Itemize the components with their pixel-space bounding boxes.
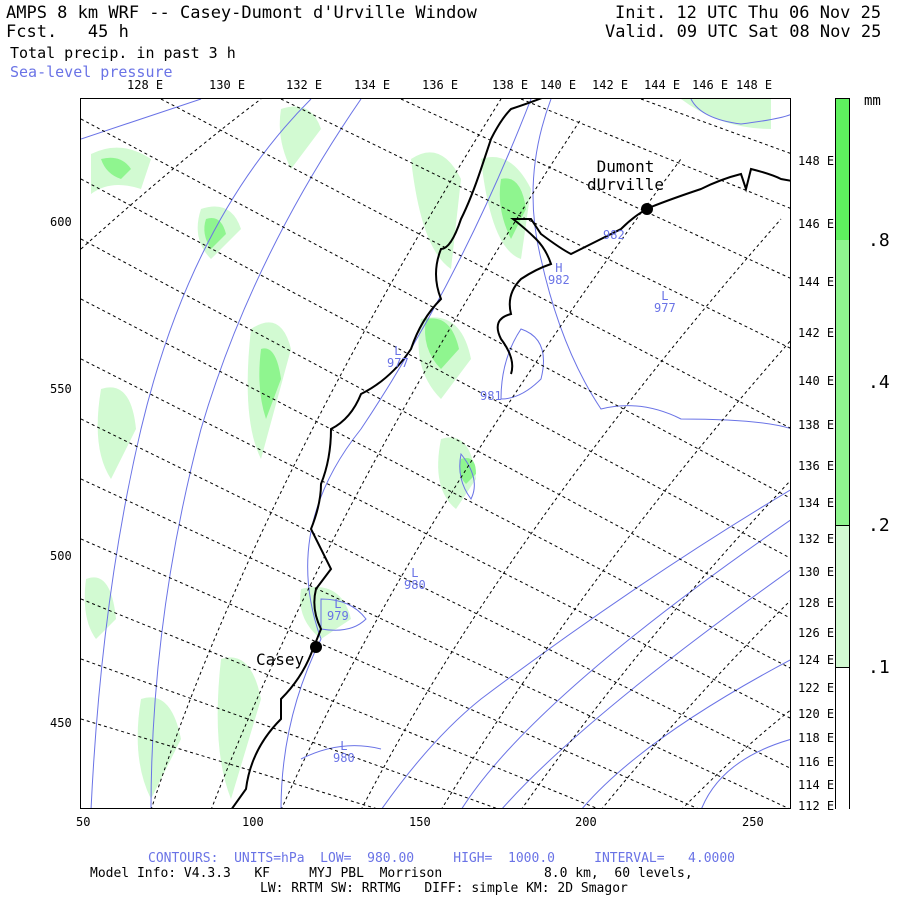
pressure-value: 982	[548, 273, 570, 287]
map-svg	[81, 99, 790, 808]
colorbar-seg-2	[836, 383, 849, 525]
pressure-value: 980	[404, 578, 426, 592]
bottom-tick-label: 100	[242, 815, 264, 829]
precip-light	[84, 99, 771, 799]
colorbar-label-0: .8	[868, 230, 890, 251]
right-tick-label: 130 E	[798, 565, 835, 579]
footer-contours: CONTOURS: UNITS=hPa LOW= 980.00 HIGH= 10…	[148, 851, 735, 866]
pressure-value: 980	[333, 751, 355, 765]
pressure-value: 982	[603, 228, 625, 242]
colorbar-label-2: .2	[868, 515, 890, 536]
left-tick-label: 500	[50, 549, 72, 563]
pressure-label: L 979	[327, 598, 349, 622]
place-label-dumont-durville: Dumont dUrville	[587, 157, 665, 194]
top-tick-label: 146 E	[692, 78, 729, 92]
pressure-label: H 982	[548, 262, 570, 286]
top-tick-label: 134 E	[354, 78, 391, 92]
pressure-value: 977	[654, 301, 676, 315]
top-tick-label: 144 E	[644, 78, 681, 92]
pressure-center-type: L	[411, 566, 419, 580]
pressure-label: L 977	[654, 290, 676, 314]
colorbar-seg-1	[836, 240, 849, 383]
slp-contours	[81, 99, 790, 808]
top-tick-label: 140 E	[540, 78, 577, 92]
colorbar-label-3: .1	[868, 657, 890, 678]
pressure-label: 982	[603, 229, 625, 241]
top-tick-label: 132 E	[286, 78, 323, 92]
coastline-east	[496, 167, 790, 375]
colorbar	[835, 98, 850, 811]
pressure-center-type: L	[340, 739, 348, 753]
right-tick-label: 124 E	[798, 653, 835, 667]
footer-physics: LW: RRTM SW: RRTMG DIFF: simple KM: 2D S…	[260, 881, 628, 896]
top-tick-label: 130 E	[209, 78, 246, 92]
field-slp-label: Sea-level pressure	[10, 63, 173, 81]
pressure-value: 979	[327, 609, 349, 623]
right-tick-label: 138 E	[798, 418, 835, 432]
bottom-tick-label: 200	[575, 815, 597, 829]
left-tick-label: 600	[50, 215, 72, 229]
pressure-center-type: L	[661, 289, 669, 303]
right-tick-label: 144 E	[798, 275, 835, 289]
dumont-durville-marker[interactable]	[641, 203, 653, 215]
field-precip-label: Total precip. in past 3 h	[10, 44, 236, 62]
footer-model: Model Info: V4.3.3 KF MYJ PBL Morrison 8…	[90, 866, 693, 881]
right-tick-label: 132 E	[798, 532, 835, 546]
colorbar-seg-3	[836, 525, 849, 668]
right-tick-label: 140 E	[798, 374, 835, 388]
right-tick-label: 134 E	[798, 496, 835, 510]
left-tick-label: 550	[50, 382, 72, 396]
latlon-grid	[81, 99, 790, 808]
init-time: Init. 12 UTC Thu 06 Nov 25	[615, 3, 882, 23]
left-tick-label: 450	[50, 716, 72, 730]
right-tick-label: 146 E	[798, 217, 835, 231]
right-tick-label: 126 E	[798, 626, 835, 640]
pressure-center-type: H	[555, 261, 563, 275]
bottom-tick-label: 250	[742, 815, 764, 829]
right-tick-label: 128 E	[798, 596, 835, 610]
right-tick-label: 122 E	[798, 681, 835, 695]
right-tick-label: 136 E	[798, 459, 835, 473]
forecast-hour: Fcst. 45 h	[6, 22, 129, 42]
pressure-label: L 977	[387, 345, 409, 369]
right-tick-label: 112 E	[798, 799, 835, 813]
casey-marker[interactable]	[310, 641, 322, 653]
pressure-label: L 980	[404, 567, 426, 591]
bottom-tick-label: 150	[409, 815, 431, 829]
pressure-label: L 980	[333, 740, 355, 764]
map-panel[interactable]	[80, 98, 791, 809]
colorbar-seg-0	[836, 99, 849, 240]
right-tick-label: 120 E	[798, 707, 835, 721]
colorbar-units: mm	[864, 93, 881, 109]
right-tick-label: 142 E	[798, 326, 835, 340]
right-tick-label: 148 E	[798, 154, 835, 168]
top-tick-label: 148 E	[736, 78, 773, 92]
colorbar-seg-4	[836, 667, 849, 811]
right-tick-label: 116 E	[798, 755, 835, 769]
pressure-value: 981	[480, 389, 502, 403]
top-tick-label: 142 E	[592, 78, 629, 92]
map-title: AMPS 8 km WRF -- Casey-Dumont d'Urville …	[6, 3, 477, 23]
place-label-casey: Casey	[256, 650, 305, 669]
pressure-center-type: L	[394, 344, 402, 358]
precip-mid	[101, 157, 526, 484]
right-tick-label: 118 E	[798, 731, 835, 745]
pressure-label: 981	[480, 390, 502, 402]
top-tick-label: 138 E	[492, 78, 529, 92]
pressure-center-type: L	[334, 597, 342, 611]
top-tick-label: 128 E	[127, 78, 164, 92]
bottom-tick-label: 50	[76, 815, 91, 829]
top-tick-label: 136 E	[422, 78, 459, 92]
coastline	[231, 99, 543, 808]
colorbar-label-1: .4	[868, 372, 890, 393]
right-tick-label: 114 E	[798, 778, 835, 792]
pressure-value: 977	[387, 356, 409, 370]
valid-time: Valid. 09 UTC Sat 08 Nov 25	[605, 22, 882, 42]
